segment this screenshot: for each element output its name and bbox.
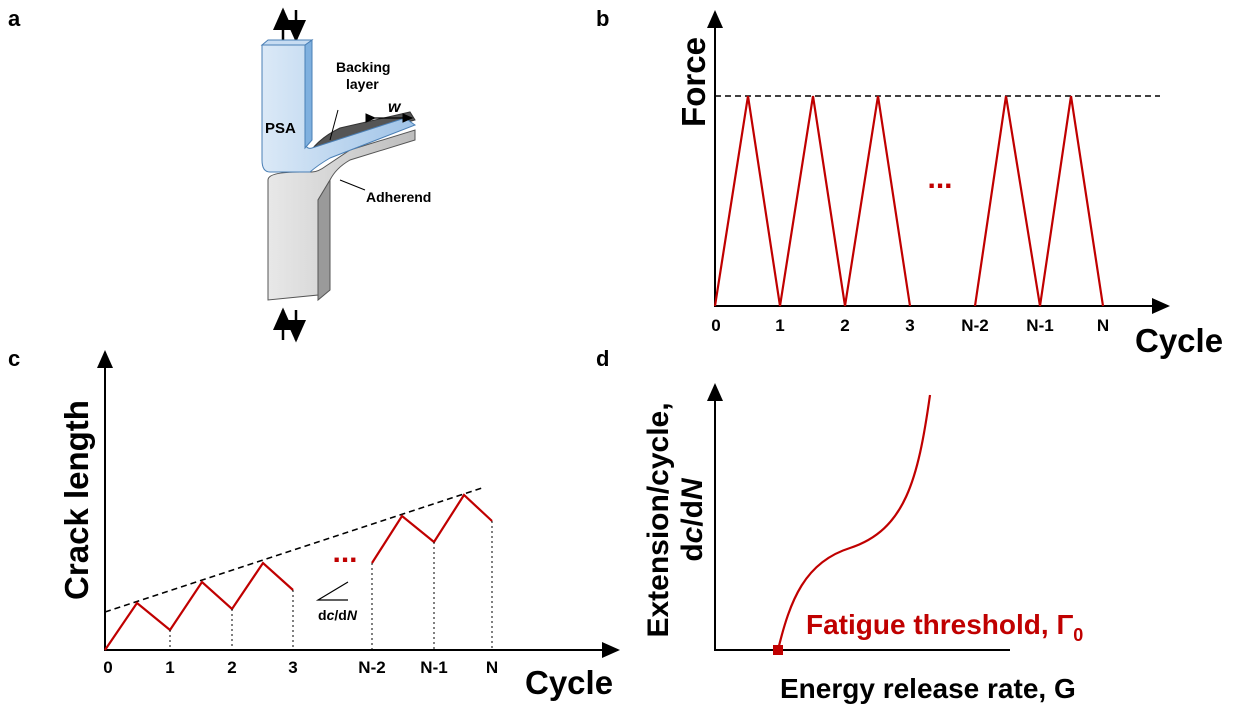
- adherend-label: Adherend: [366, 189, 431, 205]
- panel-label: a: [8, 6, 21, 31]
- ellipsis: ...: [332, 536, 357, 569]
- backing-label: Backing: [336, 59, 390, 75]
- x-tick-label: 2: [227, 658, 236, 677]
- fatigue-plot: [707, 383, 1010, 655]
- x-tick-label: 0: [711, 316, 720, 335]
- x-tick-label: 1: [775, 316, 784, 335]
- x-axis-title: Energy release rate, G: [780, 673, 1076, 704]
- threshold-label: Fatigue threshold, Γ0: [806, 609, 1083, 645]
- panel-label: c: [8, 346, 20, 371]
- slope-label: dc/dN: [318, 607, 358, 623]
- x-tick-label: 3: [905, 316, 914, 335]
- x-tick-label: N-1: [1026, 316, 1053, 335]
- crack-plot: [97, 350, 620, 658]
- x-axis-title: Cycle: [525, 664, 613, 701]
- panel-label: b: [596, 6, 609, 31]
- x-tick-label: N: [486, 658, 498, 677]
- y-axis-title: Extension/cycle,: [642, 402, 675, 637]
- x-tick-label: 0: [103, 658, 112, 677]
- x-tick-label: 1: [165, 658, 174, 677]
- y-axis-title: Force: [675, 37, 712, 127]
- x-tick-label: N: [1097, 316, 1109, 335]
- peel-schematic: [260, 7, 417, 343]
- ellipsis: ...: [927, 162, 952, 195]
- panel-label: d: [596, 346, 609, 371]
- psa-label: PSA: [265, 120, 296, 137]
- x-tick-label: 2: [840, 316, 849, 335]
- x-tick-label: N-2: [358, 658, 385, 677]
- force-plot: [707, 10, 1170, 314]
- y-axis-title: Crack length: [58, 400, 95, 600]
- x-axis-title: Cycle: [1135, 322, 1223, 359]
- y-axis-title: dc/dN: [676, 477, 709, 562]
- backing-label: layer: [346, 76, 379, 92]
- width-label: w: [388, 99, 402, 116]
- x-tick-label: 3: [288, 658, 297, 677]
- x-tick-label: N-1: [420, 658, 447, 677]
- x-tick-label: N-2: [961, 316, 988, 335]
